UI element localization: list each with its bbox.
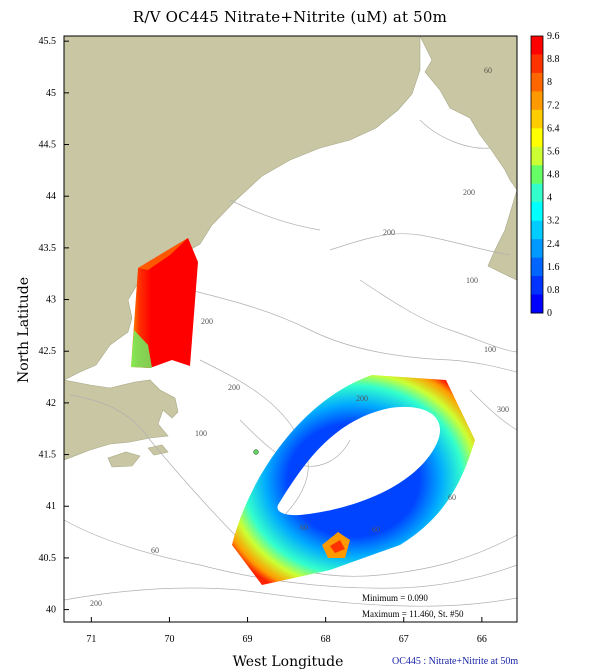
y-tick-label: 40.5 <box>39 553 57 564</box>
y-tick-label: 42 <box>46 398 56 409</box>
colorbar-swatch <box>531 128 543 148</box>
y-tick-label: 40 <box>46 605 56 616</box>
colorbar-label: 4.8 <box>547 170 560 181</box>
data-region-north-lowband <box>131 330 152 368</box>
colorbar-label: 9.6 <box>547 31 560 42</box>
x-tick-label: 70 <box>164 634 174 645</box>
colorbar-frame <box>530 35 544 314</box>
contour-label: 60 <box>448 493 456 502</box>
land-nova-scotia <box>487 189 517 281</box>
contour-label: 100 <box>484 345 496 354</box>
colorbar-label: 5.6 <box>547 146 560 157</box>
colorbar-label: 6.4 <box>547 123 560 134</box>
y-axis-label: North Latitude <box>16 277 32 383</box>
contour-label: 200 <box>90 599 102 608</box>
colorbar-swatch <box>531 146 543 166</box>
footer-caption: OC445 : Nitrate+Nitrite at 50m <box>392 656 519 667</box>
data-hotspot-south-core <box>330 540 345 553</box>
y-tick-label: 42.5 <box>39 346 57 357</box>
x-tick-label: 68 <box>321 634 331 645</box>
contour-label: 60 <box>372 525 380 534</box>
contour-label: 60 <box>484 66 492 75</box>
data-region-north-edge <box>138 238 188 270</box>
maximum-stat: Maximum = 11.460, St. #50 <box>362 609 464 619</box>
y-tick-label: 45 <box>46 88 56 99</box>
colorbar: 9.6 8.8 8 7.2 6.4 5.6 4.8 4 3.2 2.4 1.6 0.8 0 <box>530 31 560 319</box>
x-axis: 71 70 69 68 67 66 <box>86 617 487 645</box>
colorbar-swatch <box>531 165 543 185</box>
y-tick-label: 44.5 <box>39 140 57 151</box>
data-region-north <box>131 238 198 368</box>
colorbar-label: 1.6 <box>547 262 560 273</box>
contour-label: 200 <box>356 394 368 403</box>
y-tick-label: 43.5 <box>39 243 57 254</box>
y-tick-label: 41.5 <box>39 450 57 461</box>
x-tick-label: 67 <box>399 634 409 645</box>
station-marker <box>253 449 259 455</box>
map-title: R/V OC445 Nitrate+Nitrite (uM) at 50m <box>132 8 448 26</box>
colorbar-label: 0 <box>547 308 552 319</box>
y-tick-label: 41 <box>46 501 56 512</box>
y-tick-label: 43 <box>46 295 56 306</box>
colorbar-swatch <box>531 72 543 92</box>
colorbar-swatch <box>531 91 543 111</box>
colorbar-label: 4 <box>547 193 552 204</box>
colorbar-label: 8 <box>547 77 552 88</box>
colorbar-swatch <box>531 220 543 240</box>
x-tick-label: 71 <box>86 634 96 645</box>
contour-label: 200 <box>383 228 395 237</box>
colorbar-swatch <box>531 276 543 296</box>
colorbar-swatch <box>531 202 543 222</box>
contour-label: 60 <box>151 546 159 555</box>
plot-frame <box>63 35 518 623</box>
contour-label: 200 <box>228 383 240 392</box>
colorbar-swatch <box>531 294 543 314</box>
contour-label: 100 <box>195 429 207 438</box>
colorbar-label: 8.8 <box>547 54 560 65</box>
minimum-stat: Minimum = 0.090 <box>362 593 428 603</box>
land-islands <box>107 444 169 468</box>
contour-label: 100 <box>466 276 478 285</box>
colorbar-swatch <box>531 239 543 259</box>
y-axis: 45.5 45 44.5 44 43.5 43 42.5 42 41.5 41 40.5 40 <box>39 36 69 616</box>
colorbar-swatch <box>531 36 543 55</box>
contour-labels: 60 200 200 100 200 100 60 100 300 60 60 … <box>90 66 509 608</box>
contour-label: 200 <box>463 188 475 197</box>
data-region-south <box>232 375 475 585</box>
colorbar-label: 7.2 <box>547 100 560 111</box>
x-tick-label: 66 <box>477 634 487 645</box>
contour-label: 60 <box>300 523 308 532</box>
y-tick-label: 45.5 <box>39 36 57 47</box>
bathymetry-contours <box>64 119 517 607</box>
contour-label: 300 <box>497 405 509 414</box>
colorbar-label: 2.4 <box>547 239 560 250</box>
colorbar-label: 3.2 <box>547 216 560 227</box>
contour-label: 200 <box>201 317 213 326</box>
colorbar-swatch <box>531 183 543 203</box>
x-axis-label: West Longitude <box>233 654 344 670</box>
y-tick-label: 44 <box>46 191 56 202</box>
land-mainland <box>64 36 517 381</box>
colorbar-label: 0.8 <box>547 285 560 296</box>
colorbar-swatch <box>531 257 543 277</box>
x-tick-label: 69 <box>243 634 253 645</box>
colorbar-swatch <box>531 109 543 129</box>
colorbar-swatch <box>531 54 543 74</box>
